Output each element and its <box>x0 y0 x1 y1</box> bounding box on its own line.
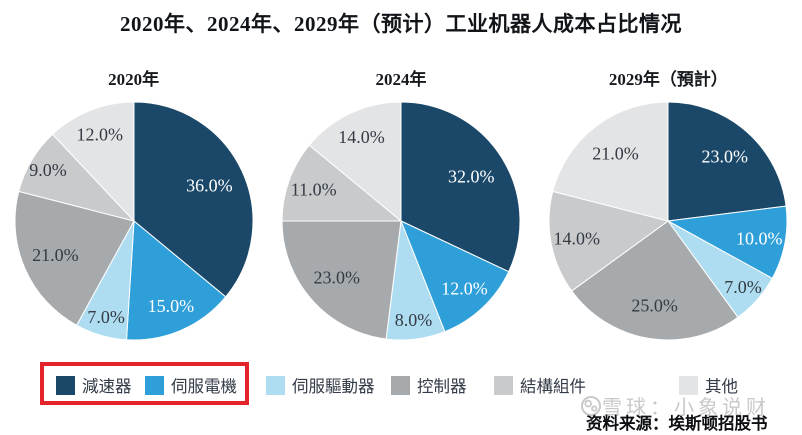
pie-slice-label: 12.0% <box>441 279 488 299</box>
pie-slice-label: 25.0% <box>632 296 679 316</box>
legend-label-structure: 結構組件 <box>520 377 586 396</box>
pie-slice-結構組件 <box>281 144 403 222</box>
pie-slice-其他 <box>552 101 669 222</box>
pie-svg-2024: 32.0% 12.0% 8.0% 23.0% 11.0% 14.0% <box>281 101 521 341</box>
legend-label-servo-motor: 伺服電機 <box>171 377 237 396</box>
pie-slice-label: 7.0% <box>87 307 125 327</box>
pie-slice-label: 9.0% <box>29 160 67 180</box>
pie-slice-結構組件 <box>548 190 670 292</box>
pie-slice-伺服電機 <box>400 220 510 333</box>
legend-item-servo-driver: 伺服驅動器 <box>266 374 375 396</box>
legend-item-servo-motor: 伺服電機 <box>145 374 237 396</box>
pie-chart-2024: 2024年 32.0% 12.0% 8.0% 23.0% 11.0% 14.0% <box>267 68 534 346</box>
pie-slice-label: 32.0% <box>448 166 495 186</box>
pie-slice-伺服電機 <box>666 205 788 280</box>
legend-label-other: 其他 <box>705 377 738 396</box>
legend-swatch-servo-driver <box>266 375 285 395</box>
pie-title-2029: 2029年（預計） <box>608 70 728 89</box>
pie-title-2024: 2024年 <box>375 70 427 89</box>
legend-swatch-structure <box>494 375 513 395</box>
pie-svg-2029: 23.0% 10.0% 7.0% 25.0% 14.0% 21.0% <box>548 101 788 341</box>
pie-slice-label: 21.0% <box>32 245 79 265</box>
pie-slice-label: 21.0% <box>593 143 640 163</box>
pie-slice-控制器 <box>14 190 135 326</box>
pie-slice-label: 14.0% <box>338 127 385 147</box>
pie-slice-label: 10.0% <box>736 228 783 248</box>
pie-svg-2020: 36.0% 15.0% 7.0% 21.0% 9.0% 12.0% <box>14 101 254 341</box>
pie-slice-控制器 <box>281 220 402 340</box>
pie-slice-label: 23.0% <box>313 268 360 288</box>
pie-slice-減速器 <box>400 101 521 273</box>
pie-slice-控制器 <box>571 220 739 341</box>
pie-chart-2020: 2020年 36.0% 15.0% 7.0% 21.0% 9.0% 12.0% <box>0 68 267 346</box>
pie-slice-label: 12.0% <box>76 125 123 145</box>
legend-item-controller: 控制器 <box>391 374 467 396</box>
legend-swatch-reducer <box>56 375 75 395</box>
legend-swatch-other <box>679 375 698 395</box>
legend-item-other: 其他 <box>679 374 738 396</box>
pie-slice-label: 36.0% <box>186 176 233 196</box>
pie-slice-減速器 <box>667 101 787 222</box>
pie-slice-其他 <box>51 101 135 223</box>
legend-label-servo-driver: 伺服驅動器 <box>292 377 375 396</box>
legend-swatch-servo-motor <box>145 375 164 395</box>
legend-label-reducer: 減速器 <box>82 377 132 396</box>
pie-slice-減速器 <box>133 101 254 298</box>
legend-item-structure: 結構組件 <box>494 374 586 396</box>
legend-label-controller: 控制器 <box>417 377 467 396</box>
legend-swatch-controller <box>391 375 410 395</box>
watermark: 雪球：小象说财 <box>580 391 770 420</box>
pie-chart-2029: 2029年（預計） 23.0% 10.0% 7.0% 25.0% 14.0% 21.0% <box>535 68 802 346</box>
pie-charts-row: 2020年 36.0% 15.0% 7.0% 21.0% 9.0% 12.0% 2024年… <box>0 68 802 346</box>
legend-highlight-box <box>40 362 249 405</box>
pie-slice-label: 11.0% <box>291 180 337 200</box>
pie-slice-label: 7.0% <box>725 277 763 297</box>
pie-slice-label: 23.0% <box>702 147 749 167</box>
watermark-text: 雪球：小象说财 <box>602 397 770 419</box>
pie-slice-label: 8.0% <box>395 310 433 330</box>
pie-title-2020: 2020年 <box>108 70 160 89</box>
source-text: 资料来源：埃斯顿招股书 <box>586 414 768 433</box>
pie-slice-伺服電機 <box>125 219 227 341</box>
pie-slice-label: 14.0% <box>554 228 601 248</box>
xueqiu-logo-icon <box>581 395 601 416</box>
pie-slice-label: 15.0% <box>147 296 194 316</box>
pie-slice-其他 <box>308 101 402 223</box>
page-title: 2020年、2024年、2029年（预计）工业机器人成本占比情况 <box>120 12 682 36</box>
legend-item-reducer: 減速器 <box>56 374 132 396</box>
